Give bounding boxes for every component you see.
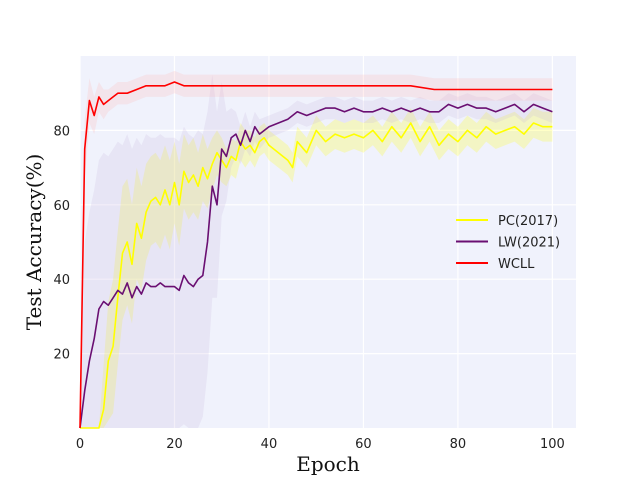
- series-lines: [79, 81, 553, 429]
- y-tick-label: 60: [53, 199, 70, 214]
- legend: PC(2017) LW(2021) WCLL: [456, 214, 560, 272]
- grid: [79, 56, 576, 428]
- y-axis-ticks: 20 40 60 80: [53, 124, 70, 362]
- band-PC(2017): [80, 108, 553, 428]
- x-tick-label: 40: [261, 437, 278, 452]
- band-LW(2021): [80, 74, 553, 428]
- legend-label: WCLL: [498, 257, 535, 272]
- legend-label: LW(2021): [498, 236, 560, 251]
- legend-label: PC(2017): [498, 214, 558, 229]
- y-axis-label: Test Accuracy(%): [22, 154, 46, 331]
- x-tick-label: 20: [166, 437, 183, 452]
- x-axis-ticks: 0 20 40 60 80 100: [76, 437, 565, 452]
- x-tick-label: 60: [355, 437, 372, 452]
- x-tick-label: 80: [450, 437, 467, 452]
- confidence-bands: [80, 70, 553, 429]
- y-tick-label: 20: [53, 348, 70, 363]
- x-axis-label: Epoch: [296, 452, 360, 476]
- x-tick-label: 100: [540, 437, 565, 452]
- y-tick-label: 80: [53, 124, 70, 139]
- y-tick-label: 40: [53, 273, 70, 288]
- x-tick-label: 0: [76, 437, 84, 452]
- line-WCLL: [79, 81, 553, 429]
- plot-area: [80, 56, 576, 428]
- line-LW(2021): [79, 103, 553, 429]
- line-PC(2017): [80, 122, 553, 429]
